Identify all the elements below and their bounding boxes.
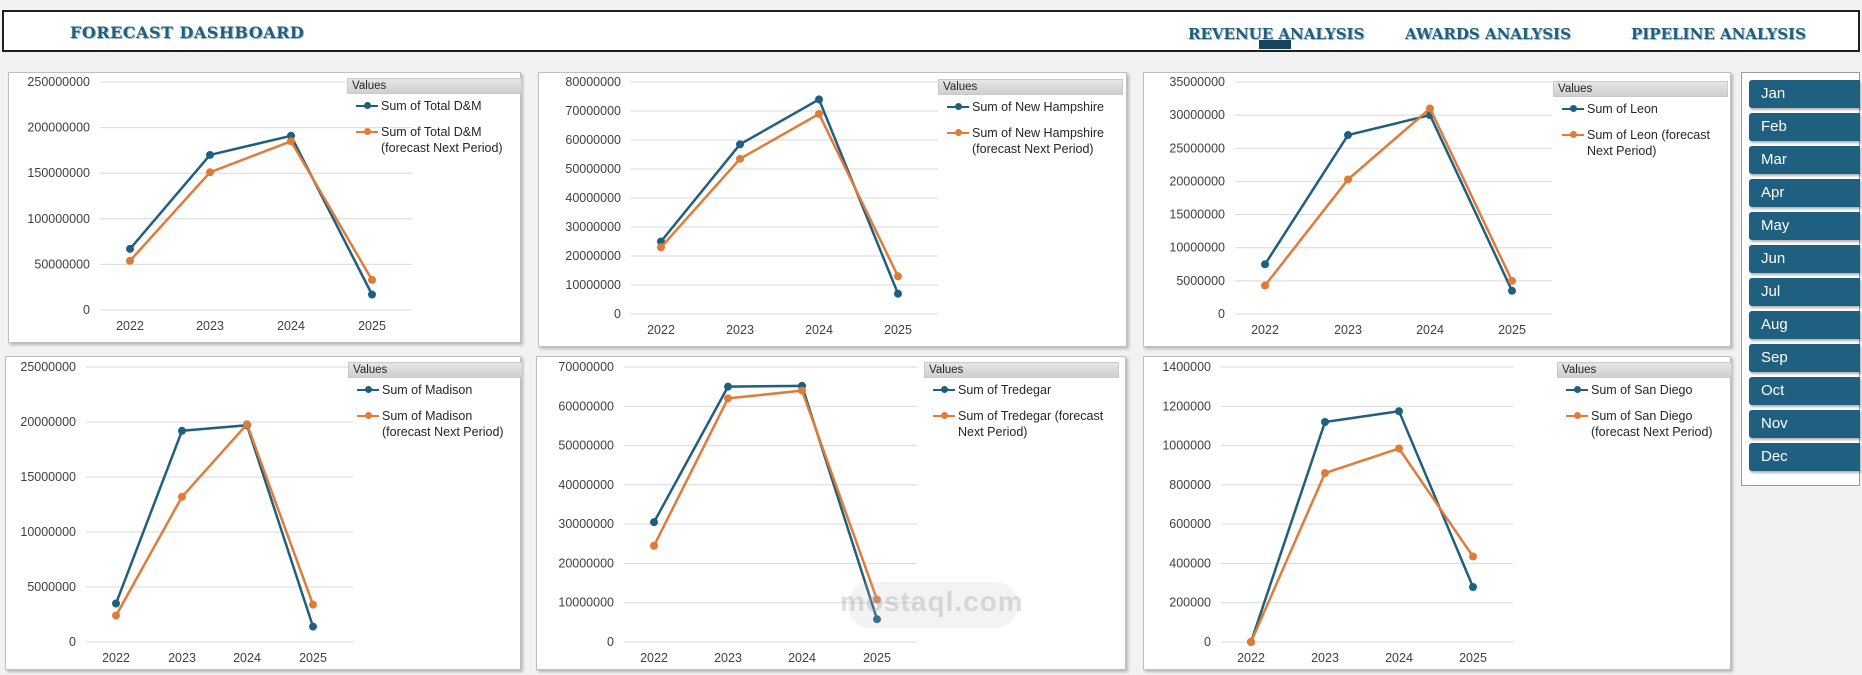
month-slicer-button-feb[interactable]: Feb — [1749, 113, 1860, 141]
legend-label: Sum of Madison — [382, 383, 473, 397]
legend-line-marker-icon — [357, 386, 379, 393]
legend-header: Values — [1557, 362, 1732, 378]
month-slicer-button-mar[interactable]: Mar — [1749, 146, 1860, 174]
legend-line-marker-icon — [933, 386, 955, 393]
legend-header: Values — [924, 362, 1119, 378]
chart-legend: Values Sum of San Diego Sum of San Diego (… — [1557, 362, 1732, 440]
month-slicer-button-jun[interactable]: Jun — [1749, 245, 1860, 273]
nav-pipeline-analysis[interactable]: PIPELINE ANALYSIS — [1631, 25, 1806, 43]
legend-entry: Sum of San Diego — [1557, 382, 1732, 398]
legend-line-marker-icon — [947, 129, 969, 136]
active-nav-indicator — [1259, 40, 1291, 49]
legend-header: Values — [347, 78, 522, 94]
chart-legend: Values Sum of Madison Sum of Madison (fore… — [348, 362, 523, 440]
month-slicer-button-jul[interactable]: Jul — [1749, 278, 1860, 306]
legend-label: Sum of New Hampshire — [972, 100, 1104, 114]
legend-label: Sum of Tredegar (forecast Next Period) — [958, 409, 1104, 439]
month-slicer-button-oct[interactable]: Oct — [1749, 377, 1860, 405]
legend-line-marker-icon — [1562, 105, 1584, 112]
legend-label: Sum of Leon — [1587, 102, 1658, 116]
watermark-text: mostaql.com — [840, 586, 1024, 617]
legend-entry: Sum of Tredegar (forecast Next Period) — [924, 408, 1119, 440]
legend-label: Sum of Leon (forecast Next Period) — [1587, 128, 1710, 158]
month-slicer-button-sep[interactable]: Sep — [1749, 344, 1860, 372]
chart-legend: Values Sum of Leon Sum of Leon (forecast N… — [1553, 81, 1728, 159]
month-slicer-button-dec[interactable]: Dec — [1749, 443, 1860, 471]
legend-label: Sum of New Hampshire (forecast Next Peri… — [972, 126, 1104, 156]
legend-label: Sum of Madison (forecast Next Period) — [382, 409, 504, 439]
legend-entry: Sum of Tredegar — [924, 382, 1119, 398]
legend-label: Sum of Total D&M — [381, 99, 482, 113]
legend-label: Sum of Total D&M (forecast Next Period) — [381, 125, 503, 155]
legend-line-marker-icon — [933, 412, 955, 419]
top-header-bar: FORECAST DASHBOARD REVENUE ANALYSIS AWAR… — [2, 10, 1860, 52]
month-slicer-button-jan[interactable]: Jan — [1749, 80, 1860, 108]
legend-entry: Sum of Madison — [348, 382, 523, 398]
month-slicer-button-nov[interactable]: Nov — [1749, 410, 1860, 438]
month-slicer-button-may[interactable]: May — [1749, 212, 1860, 240]
legend-header: Values — [348, 362, 523, 378]
nav-awards-analysis[interactable]: AWARDS ANALYSIS — [1405, 25, 1571, 43]
legend-label: Sum of Tredegar — [958, 383, 1052, 397]
legend-line-marker-icon — [356, 128, 378, 135]
legend-entry: Sum of Madison (forecast Next Period) — [348, 408, 523, 440]
legend-header: Values — [1553, 81, 1728, 97]
legend-line-marker-icon — [947, 103, 969, 110]
legend-entry: Sum of Total D&M (forecast Next Period) — [347, 124, 522, 156]
nav-revenue-analysis[interactable]: REVENUE ANALYSIS — [1188, 25, 1365, 43]
legend-label: Sum of San Diego — [1591, 383, 1693, 397]
chart-legend: Values Sum of New Hampshire Sum of New Ham… — [938, 79, 1123, 157]
month-slicer-button-apr[interactable]: Apr — [1749, 179, 1860, 207]
legend-entry: Sum of Leon (forecast Next Period) — [1553, 127, 1728, 159]
legend-line-marker-icon — [1566, 412, 1588, 419]
legend-entry: Sum of San Diego (forecast Next Period) — [1557, 408, 1732, 440]
legend-line-marker-icon — [357, 412, 379, 419]
dashboard-title: FORECAST DASHBOARD — [70, 23, 305, 42]
month-slicer-button-aug[interactable]: Aug — [1749, 311, 1860, 339]
legend-entry: Sum of New Hampshire (forecast Next Peri… — [938, 125, 1123, 157]
legend-entry: Sum of Total D&M — [347, 98, 522, 114]
chart-legend: Values Sum of Total D&M Sum of Total D&M (… — [347, 78, 522, 156]
watermark-logo — [848, 582, 1018, 628]
legend-line-marker-icon — [1562, 131, 1584, 138]
legend-entry: Sum of Leon — [1553, 101, 1728, 117]
chart-legend: Values Sum of Tredegar Sum of Tredegar (fo… — [924, 362, 1119, 440]
legend-line-marker-icon — [356, 102, 378, 109]
legend-label: Sum of San Diego (forecast Next Period) — [1591, 409, 1713, 439]
legend-entry: Sum of New Hampshire — [938, 99, 1123, 115]
legend-header: Values — [938, 79, 1123, 95]
legend-line-marker-icon — [1566, 386, 1588, 393]
